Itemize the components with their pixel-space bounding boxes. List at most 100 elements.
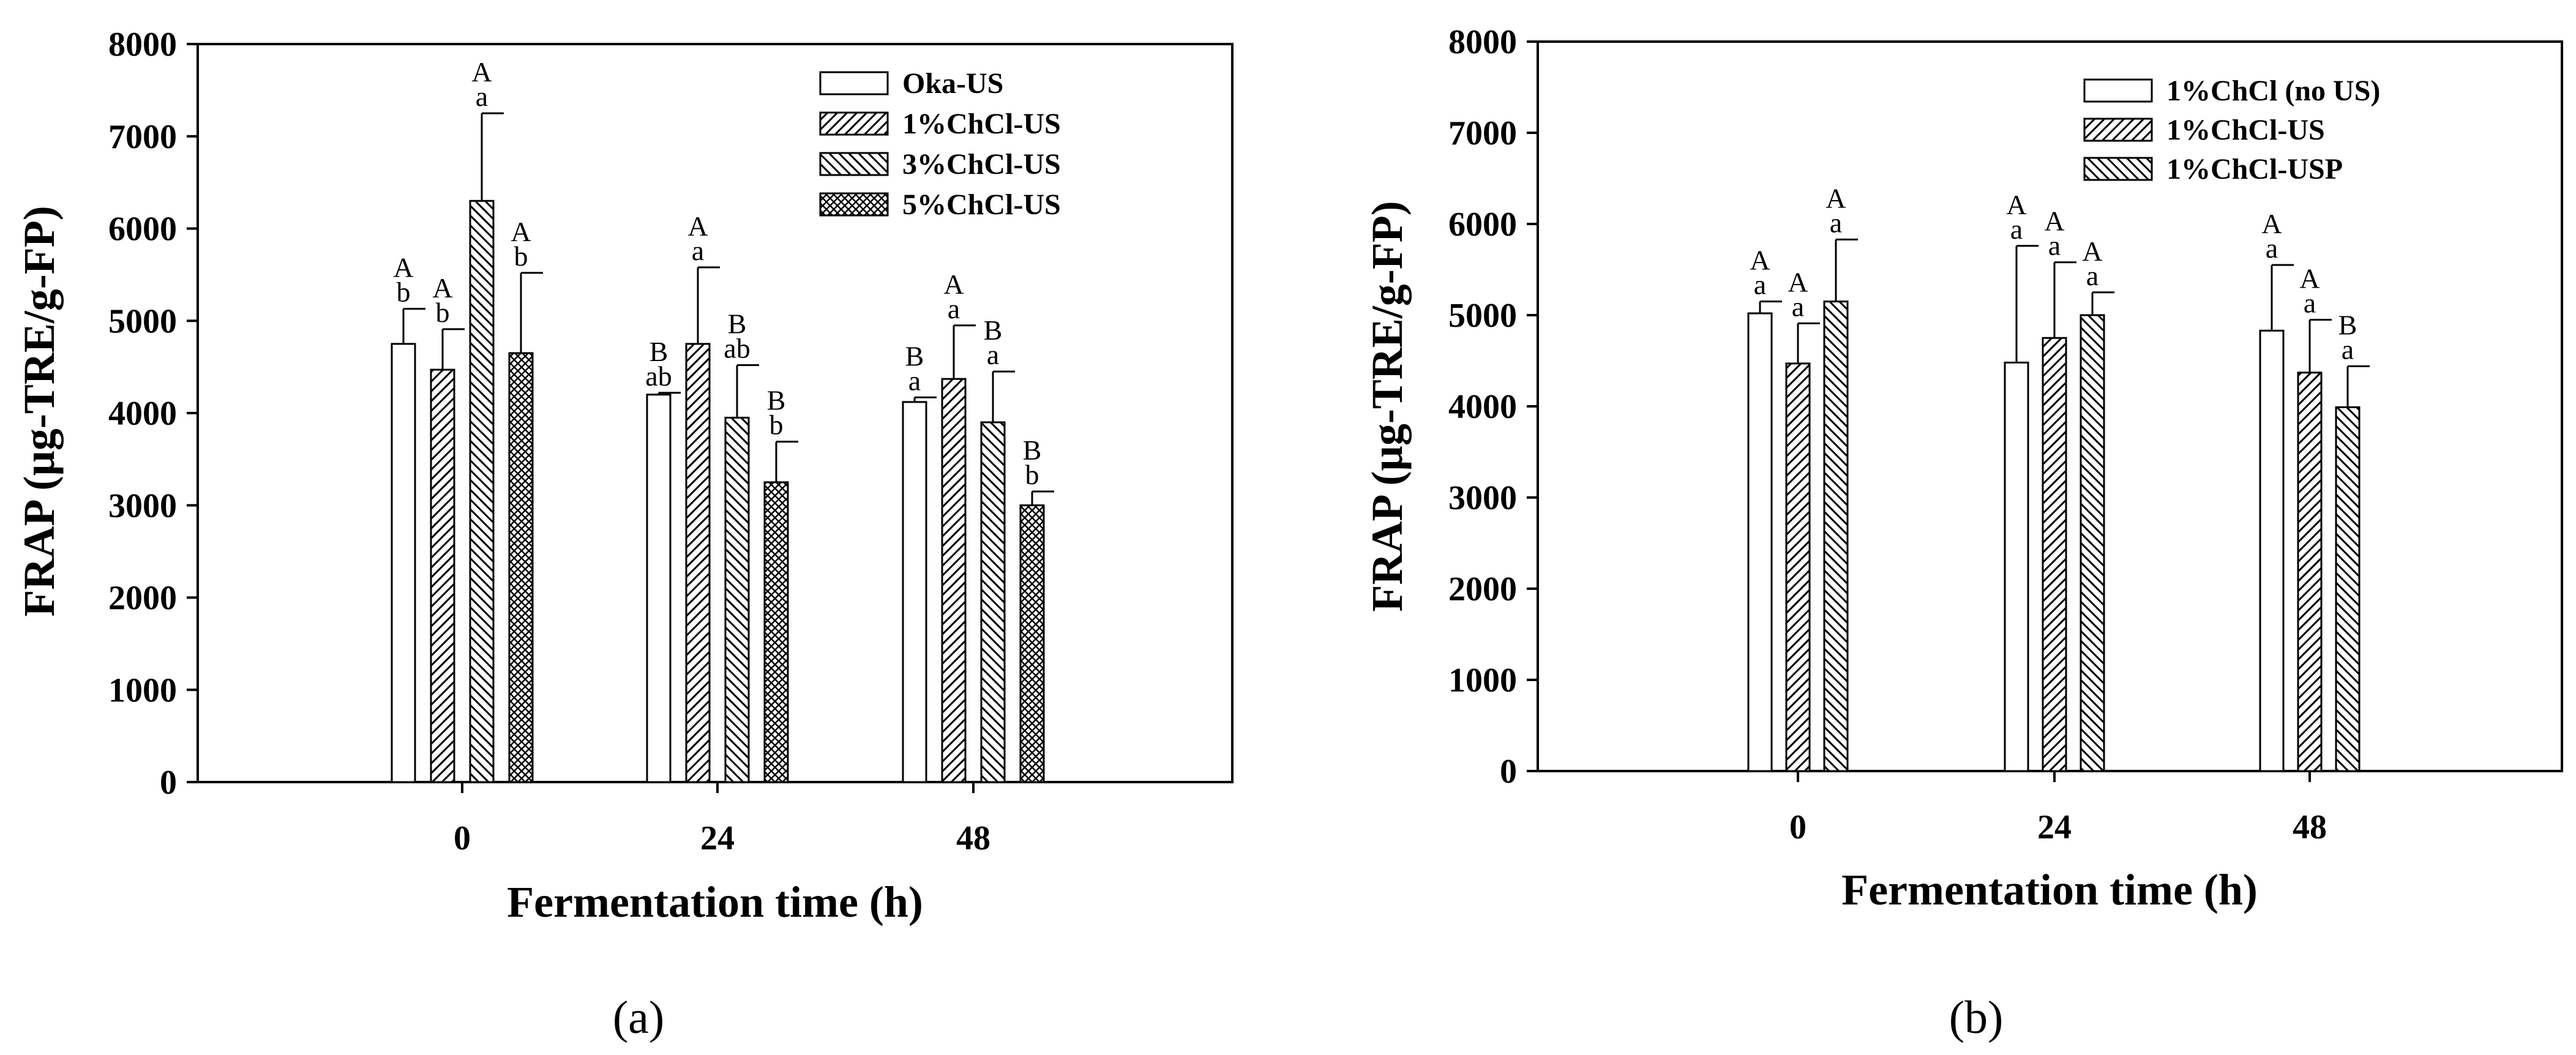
significance-letter-upper: A	[2044, 206, 2064, 237]
x-tick-label: 0	[454, 819, 471, 857]
significance-letter-upper: B	[767, 385, 786, 416]
legend-label: 3%ChCl-US	[902, 148, 1061, 181]
legend-swatch	[2083, 157, 2153, 181]
y-tick-label: 6000	[1448, 206, 1517, 244]
y-tick-label: 2000	[1448, 570, 1517, 608]
significance-letter-upper: B	[728, 308, 747, 340]
bar	[724, 417, 750, 783]
significance-letter-upper: A	[511, 216, 531, 247]
legend-swatch	[2083, 117, 2153, 142]
bar	[1747, 312, 1773, 772]
y-tick-label: 6000	[108, 211, 177, 248]
significance-letter-lower: b	[436, 297, 450, 328]
significance-letter-lower: ab	[724, 333, 750, 364]
y-tick-label: 4000	[108, 395, 177, 433]
legend-label: 1%ChCl-US	[902, 108, 1061, 140]
chart-panel-b: 0 1000 2000 3000 4000 5000 6000 7000 8000 0 24 48 Aa…	[1363, 23, 2563, 1043]
y-tick-label: 2000	[108, 580, 177, 617]
significance-letter-lower: ab	[645, 360, 672, 392]
bar	[430, 368, 455, 783]
significance-letter-lower: b	[397, 277, 411, 308]
significance-letter-lower: a	[2342, 334, 2354, 365]
bar	[1019, 504, 1045, 783]
x-axis-label: Fermentation time (h)	[507, 878, 923, 926]
significance-letter-lower: a	[476, 81, 488, 112]
significance-letter-lower: b	[514, 240, 528, 272]
y-tick-label: 8000	[108, 26, 177, 64]
y-tick-label: 8000	[1448, 23, 1517, 61]
bar	[980, 421, 1006, 783]
y-tick-label: 0	[160, 764, 177, 802]
y-tick-label: 5000	[108, 302, 177, 340]
significance-letter-upper: A	[687, 211, 708, 242]
significance-letter-upper: B	[984, 315, 1003, 346]
significance-letter-upper: A	[2006, 189, 2026, 220]
y-tick-label: 7000	[108, 118, 177, 156]
significance-letter-upper: A	[432, 272, 452, 304]
y-axis-label: FRAP (µg-TRE/g-FP)	[15, 206, 64, 616]
bar	[902, 401, 927, 783]
legend-swatch	[819, 152, 889, 176]
bar	[1785, 362, 1811, 772]
significance-letter-lower: a	[2048, 230, 2061, 261]
legend-swatch	[819, 111, 889, 136]
bar	[2042, 337, 2067, 772]
legend-label: 5%ChCl-US	[902, 188, 1061, 221]
x-axis-label: Fermentation time (h)	[1841, 865, 2258, 914]
legend-swatch	[819, 71, 889, 95]
significance-letter-upper: B	[2338, 309, 2357, 340]
significance-letter-lower: a	[2266, 233, 2278, 264]
bar	[2080, 314, 2105, 772]
legend-swatch	[819, 192, 889, 217]
bar	[2259, 329, 2285, 772]
significance-letter-lower: a	[2010, 214, 2023, 245]
bar	[508, 352, 534, 783]
significance-letter-upper: A	[393, 252, 413, 283]
x-tick-label: 48	[2293, 808, 2327, 846]
y-tick-label: 5000	[1448, 297, 1517, 335]
bar	[685, 343, 711, 783]
significance-letter-lower: b	[769, 409, 784, 441]
bar	[2004, 361, 2029, 772]
significance-letter-upper: A	[2299, 263, 2320, 294]
significance-letter-upper: A	[2261, 208, 2282, 239]
significance-letter-upper: B	[905, 340, 924, 371]
bar	[2297, 371, 2323, 772]
chart-panel-a: 0 1000 2000 3000 4000 5000 6000 7000 8000 0 24 48 Ab…	[15, 26, 1234, 1043]
bar	[763, 481, 789, 783]
legend-label: 1%ChCl (no US)	[2166, 75, 2380, 107]
significance-letter-lower: a	[2304, 287, 2316, 318]
bar	[469, 199, 495, 783]
legend-label: 1%ChCl-US	[2166, 114, 2325, 146]
significance-letter-upper: A	[1825, 182, 1846, 214]
y-tick-label: 0	[1500, 753, 1517, 791]
significance-letter-upper: A	[1788, 266, 1808, 297]
significance-letter-lower: a	[2086, 260, 2099, 291]
x-tick-label: 48	[956, 819, 990, 857]
significance-letter-lower: a	[692, 235, 704, 266]
significance-letter-upper: A	[2082, 236, 2102, 267]
significance-letter-lower: a	[1792, 291, 1804, 322]
significance-letter-lower: a	[987, 339, 999, 370]
significance-letter-upper: A	[943, 269, 964, 300]
significance-letter-lower: a	[908, 365, 921, 396]
significance-letter-upper: A	[1750, 245, 1770, 276]
y-tick-label: 7000	[1448, 114, 1517, 152]
legend-label: 1%ChCl-USP	[2166, 153, 2343, 185]
legend-label: Oka-US	[902, 67, 1003, 100]
significance-letter-upper: B	[650, 336, 668, 367]
significance-letter-lower: a	[1830, 207, 1842, 238]
bar	[1823, 300, 1849, 772]
significance-letter-upper: B	[1023, 434, 1042, 466]
bar	[391, 343, 416, 783]
significance-letter-upper: A	[471, 56, 492, 88]
y-tick-label: 4000	[1448, 388, 1517, 426]
plot-frame	[197, 43, 1234, 783]
legend-swatch	[2083, 78, 2153, 103]
x-tick-label: 24	[700, 819, 735, 857]
bar	[646, 393, 672, 783]
y-tick-label: 3000	[108, 487, 177, 525]
x-tick-label: 24	[2037, 808, 2072, 846]
significance-letter-lower: a	[948, 293, 960, 324]
significance-letter-lower: a	[1754, 269, 1766, 300]
